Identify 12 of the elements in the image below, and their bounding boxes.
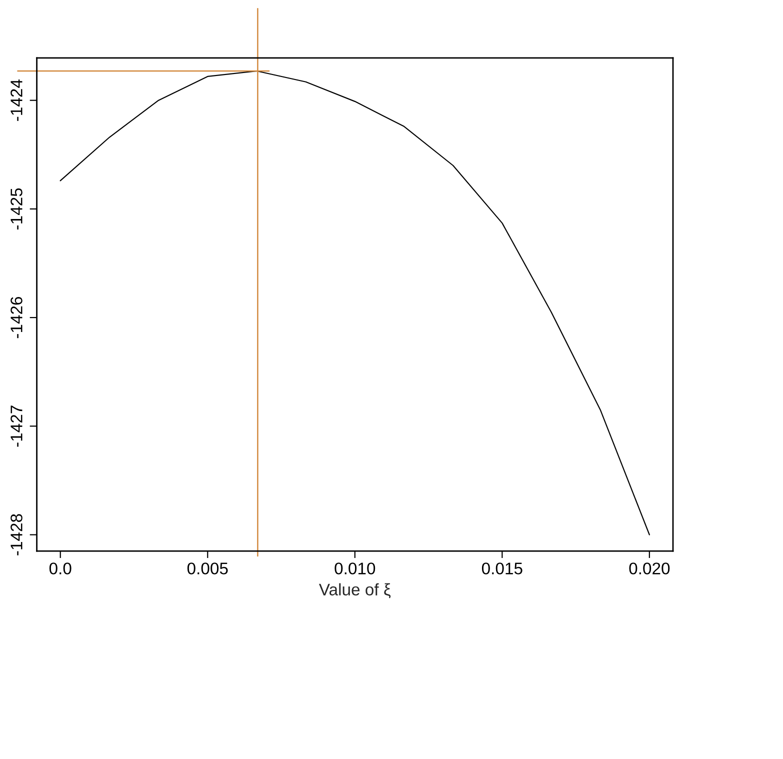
y-tick-label: -1425 <box>10 188 22 230</box>
y-tick-label: -1424 <box>10 80 22 121</box>
x-tick-label: 0.015 <box>482 562 522 574</box>
x-tick-label: 0.010 <box>334 562 376 574</box>
line-series <box>60 70 650 536</box>
x-tick-label: 0.020 <box>629 562 670 574</box>
y-tick-label: -1426 <box>10 296 22 338</box>
x-tick-label: 0.005 <box>187 562 228 574</box>
y-tick-label: -1428 <box>10 514 22 556</box>
x-tick-label: 0.0 <box>49 562 72 574</box>
x-axis-title: Value of ξ <box>318 583 391 598</box>
y-tick-label: -1427 <box>10 406 22 447</box>
